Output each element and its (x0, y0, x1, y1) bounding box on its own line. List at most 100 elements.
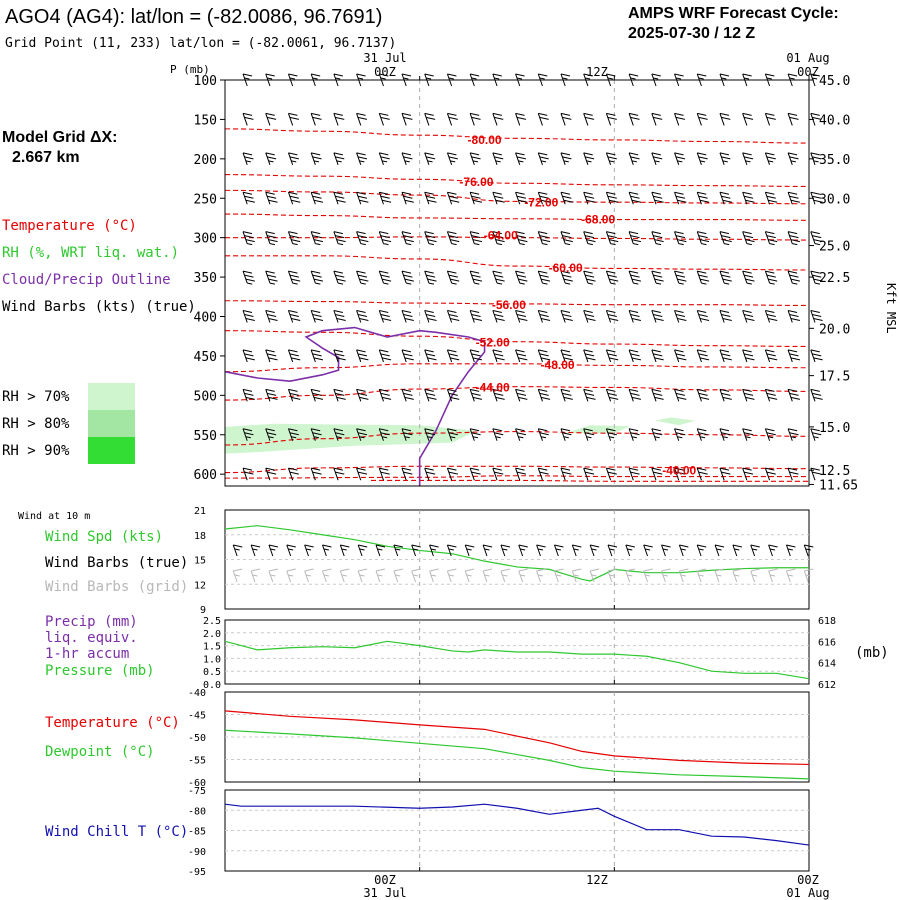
wind-barb-full (629, 428, 639, 432)
wind-barb (265, 310, 271, 323)
wind-barb (560, 389, 566, 402)
wind-barb-full (560, 428, 571, 432)
wind-barb-full (381, 357, 392, 361)
wind-barb-full (516, 274, 527, 278)
wind-tick-label: 18 (194, 531, 206, 542)
label-accum: 1-hr accum (45, 646, 129, 662)
wind-barb (265, 349, 271, 363)
wind-barb-full (765, 231, 775, 235)
wind-barb-full (789, 432, 799, 436)
wind-barb (265, 231, 271, 244)
wind-barb-full (447, 428, 457, 432)
wind-barb-full (515, 270, 525, 274)
wind-barb-half (698, 77, 704, 80)
wind-barb-full (743, 353, 754, 357)
wind-barb-full (743, 235, 754, 239)
wind-barb-full (471, 274, 481, 278)
wind10m-barb-true (696, 544, 702, 557)
windchill-tick-label: -80 (188, 806, 206, 817)
wind-barb (492, 428, 498, 441)
wind10m-barb-true-half (323, 548, 329, 551)
wind-barb-full (562, 353, 572, 357)
wind-barb-full (697, 152, 707, 156)
wind-barb-full (766, 156, 776, 160)
wind-barb (696, 310, 702, 323)
wind-barb-full (813, 357, 823, 361)
wind-barb-full (630, 353, 640, 357)
wind-barb-half (792, 282, 798, 285)
wind10m-barb-grid-half (752, 574, 758, 577)
wind-barb-full (697, 428, 707, 432)
wind-barb-full (356, 73, 366, 77)
wind-barb-full (267, 274, 277, 278)
wind-barb (537, 349, 543, 363)
wind-barb-full (743, 471, 754, 475)
wind-barb (583, 310, 589, 323)
wind-barb (310, 270, 316, 284)
wind-barb-full (357, 392, 368, 396)
wind-barb-full (562, 392, 572, 396)
wind-barb-half (539, 77, 545, 80)
wind-barb-half (336, 436, 342, 439)
wind10m-barb-grid-half (413, 574, 419, 577)
wind10m-barb-true-full (465, 544, 475, 548)
wind-barb-full (426, 471, 436, 475)
wind-barb-full (288, 388, 298, 392)
wind10m-barb-grid (625, 570, 631, 583)
wind-barb (469, 270, 475, 284)
wind-barb-full (242, 349, 253, 353)
wind-barb-full (312, 314, 322, 317)
wind-barb (515, 270, 521, 284)
wind-barb (742, 349, 748, 363)
kft-tick-label: 12.5 (819, 464, 850, 479)
cross-section-panel: -80.00 -76.00 -72.00 -68.00 -64.00 -60.00 -56.… (194, 73, 858, 493)
wind-barb (515, 231, 521, 244)
wind-barb-full (629, 388, 639, 392)
wind-barb-full (472, 199, 483, 203)
wind-barb (310, 428, 316, 441)
wind-barb-full (790, 239, 800, 243)
wind-barb-full (494, 156, 504, 160)
wind-barb-full (677, 239, 687, 243)
wind-barb (310, 310, 316, 323)
wind-barb-half (428, 243, 435, 246)
wind-barb-full (492, 231, 502, 235)
wind-barb (719, 192, 725, 205)
wind-barb-half (450, 160, 456, 163)
wind-barb-full (810, 191, 820, 195)
wind-barb-full (312, 274, 322, 278)
wind-barb (469, 231, 475, 244)
wind10m-barb-true-full (661, 544, 671, 548)
wind-barb-full (516, 314, 527, 317)
top-date-right: 01 Aug (786, 51, 829, 65)
wind-barb-full (515, 428, 525, 432)
wind-barb-full (403, 274, 413, 278)
wind-barb-full (380, 274, 390, 278)
wind10m-barb-grid (250, 570, 256, 583)
wind-barb-full (721, 353, 731, 357)
wind-barb-full (789, 195, 799, 199)
wind10m-barb-grid-half (698, 574, 704, 577)
wind-barb-full (630, 471, 640, 475)
wind-barb (333, 113, 339, 126)
temperature-contour-label: -56.00 (492, 298, 526, 312)
wind-barb-full (380, 116, 390, 120)
wind10m-barb-true-full (482, 544, 493, 548)
wind-barb-full (742, 310, 752, 313)
wind-barb-full (719, 112, 730, 116)
wind10m-barb-grid (375, 570, 381, 583)
wind-barb-full (742, 231, 752, 235)
wind-barb-full (583, 349, 593, 353)
wind-barb-full (675, 432, 686, 436)
wind10m-barb-grid (286, 570, 292, 583)
wind-barb-full (244, 274, 254, 278)
temperature-contour (224, 189, 810, 205)
wind10m-barb-grid-half (787, 574, 793, 577)
windchill-tick-label: -95 (188, 867, 206, 878)
wind-barb-half (565, 282, 571, 285)
wind-barb-full (631, 357, 642, 361)
wind10m-barb-true (339, 544, 345, 557)
wind-barb (583, 192, 589, 205)
wind-barb-full (563, 278, 573, 282)
wind-barb (583, 349, 589, 363)
